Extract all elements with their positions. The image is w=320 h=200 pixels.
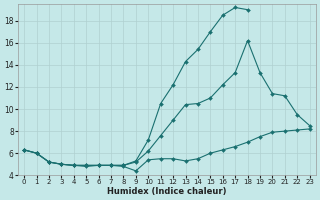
X-axis label: Humidex (Indice chaleur): Humidex (Indice chaleur) bbox=[107, 187, 227, 196]
